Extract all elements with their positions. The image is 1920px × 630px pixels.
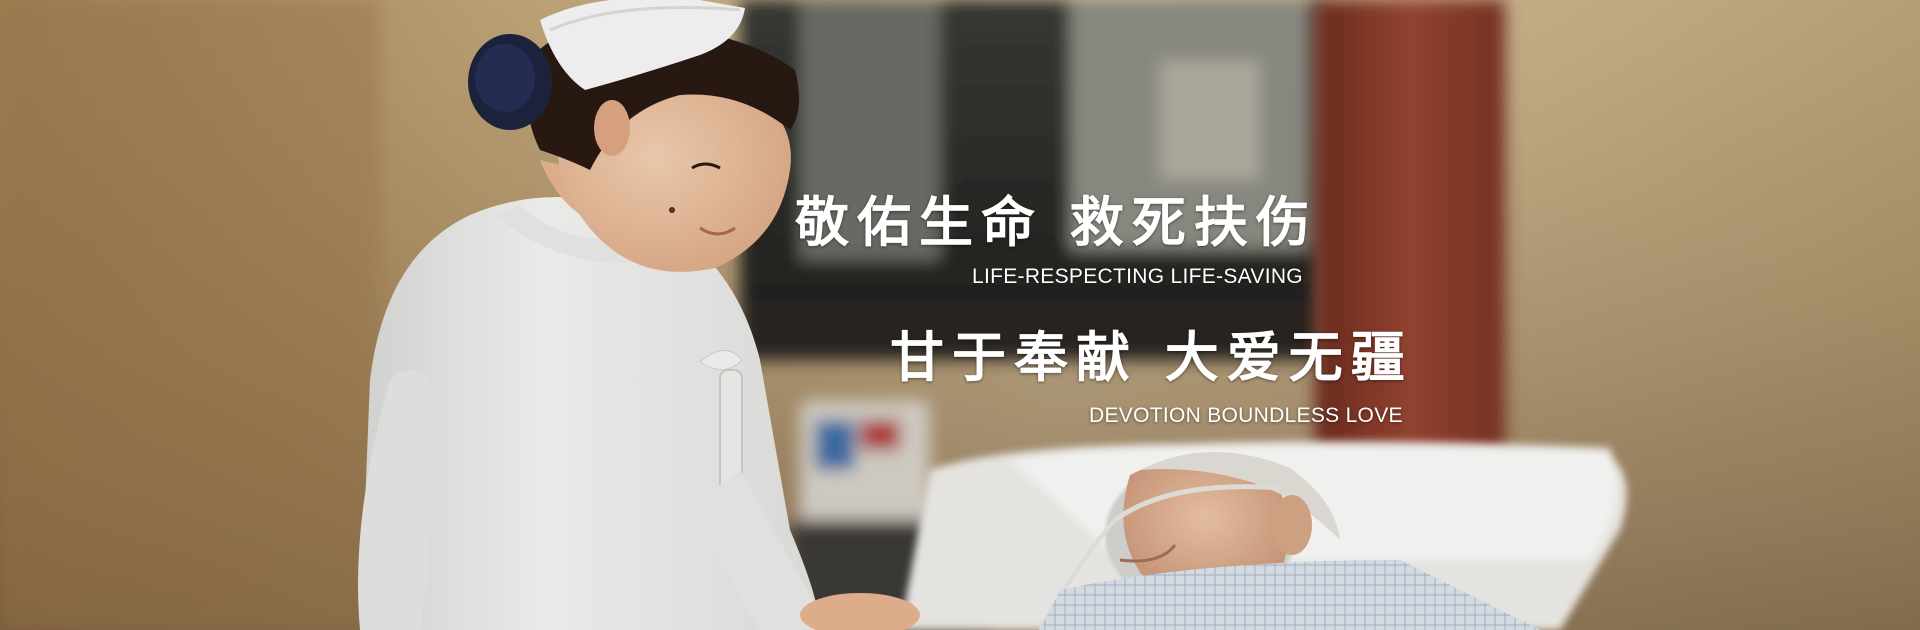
slogan-line2-chinese: 甘于奉献 大爱无疆 xyxy=(890,325,1413,389)
window-blurred xyxy=(740,0,1320,360)
nurse-figure xyxy=(358,0,920,630)
slogan-line2-english: DEVOTION BOUNDLESS LOVE xyxy=(1089,404,1403,427)
curtain-blurred xyxy=(1315,0,1505,450)
elderly-patient-figure xyxy=(1038,451,1540,630)
slogan-line1-english: LIFE-RESPECTING LIFE-SAVING xyxy=(972,265,1303,288)
slogan-line1-chinese: 敬佑生命 救死扶伤 xyxy=(795,190,1318,254)
